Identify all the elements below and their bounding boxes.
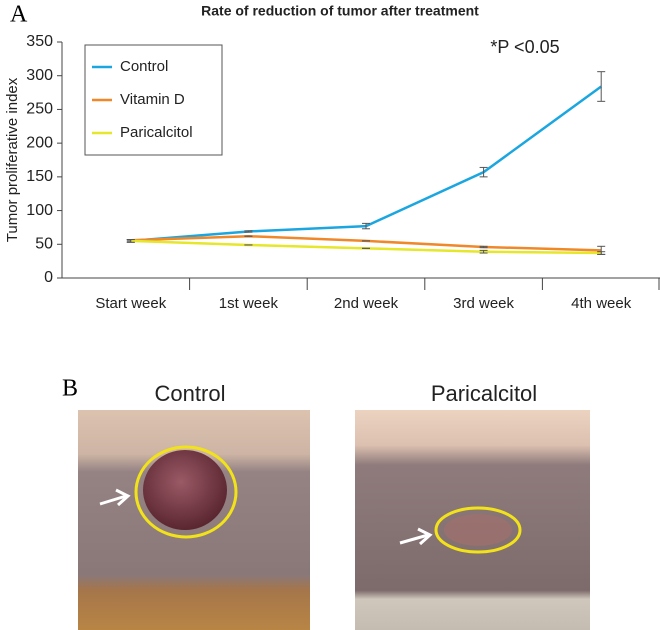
photo-paricalcitol <box>355 410 590 630</box>
error-bar <box>597 71 606 102</box>
y-tick-label: 200 <box>26 134 53 151</box>
annotation: *P <0.05 <box>490 37 559 57</box>
error-bar <box>597 251 606 255</box>
tumor <box>444 514 512 546</box>
y-tick-label: 100 <box>26 202 53 219</box>
y-tick-label: 50 <box>35 236 53 253</box>
tumor <box>143 450 227 530</box>
arrow <box>99 494 127 506</box>
error-bar <box>479 166 488 178</box>
x-tick-label: 2nd week <box>334 295 399 312</box>
arrow-head <box>115 488 131 507</box>
photo-control <box>78 410 310 630</box>
error-bar <box>479 245 488 249</box>
x-tick-label: Start week <box>95 295 166 312</box>
photo-caption: Control <box>155 381 226 406</box>
error-bar <box>479 249 488 254</box>
error-bar <box>244 230 253 233</box>
legend-label: Paricalcitol <box>120 124 193 141</box>
legend-label: Vitamin D <box>120 91 185 108</box>
panel-label: B <box>62 376 78 402</box>
plot: 0 50 100 150 200 250 300 350 Start week 1st week 2… <box>26 33 660 312</box>
panel-label: A <box>10 2 28 28</box>
legend-label: Control <box>120 58 168 75</box>
y-tick-label: 350 <box>26 33 53 50</box>
y-tick-label: 0 <box>44 269 53 286</box>
y-tick-label: 300 <box>26 67 53 84</box>
photo-caption: Paricalcitol <box>431 381 537 406</box>
y-tick-label: 250 <box>26 101 53 118</box>
x-tick-label: 1st week <box>219 295 279 312</box>
y-axis-label: Tumor proliferative index <box>4 77 21 242</box>
error-bar <box>126 239 135 243</box>
error-bar <box>362 222 370 230</box>
x-tick-label: 3rd week <box>453 295 514 312</box>
y-tick-label: 150 <box>26 168 53 185</box>
arrow-head <box>417 527 433 546</box>
highlight-ellipse <box>134 445 238 539</box>
chart-title: Rate of reduction of tumor after treatme… <box>201 3 479 19</box>
highlight-ellipse <box>434 506 522 554</box>
arrow <box>399 533 429 545</box>
x-tick-label: 4th week <box>571 295 632 312</box>
series-line <box>130 239 602 255</box>
